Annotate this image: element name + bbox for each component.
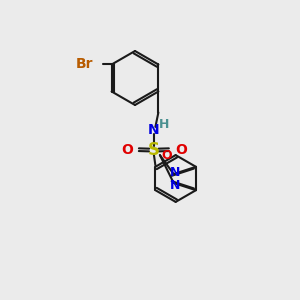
Text: N: N <box>148 123 160 137</box>
Text: O: O <box>161 148 172 162</box>
Text: O: O <box>175 143 187 157</box>
Text: N: N <box>170 179 181 192</box>
Text: H: H <box>159 118 170 131</box>
Text: S: S <box>148 141 160 159</box>
Text: N: N <box>170 166 181 179</box>
Text: O: O <box>121 143 133 157</box>
Text: Br: Br <box>76 58 94 71</box>
